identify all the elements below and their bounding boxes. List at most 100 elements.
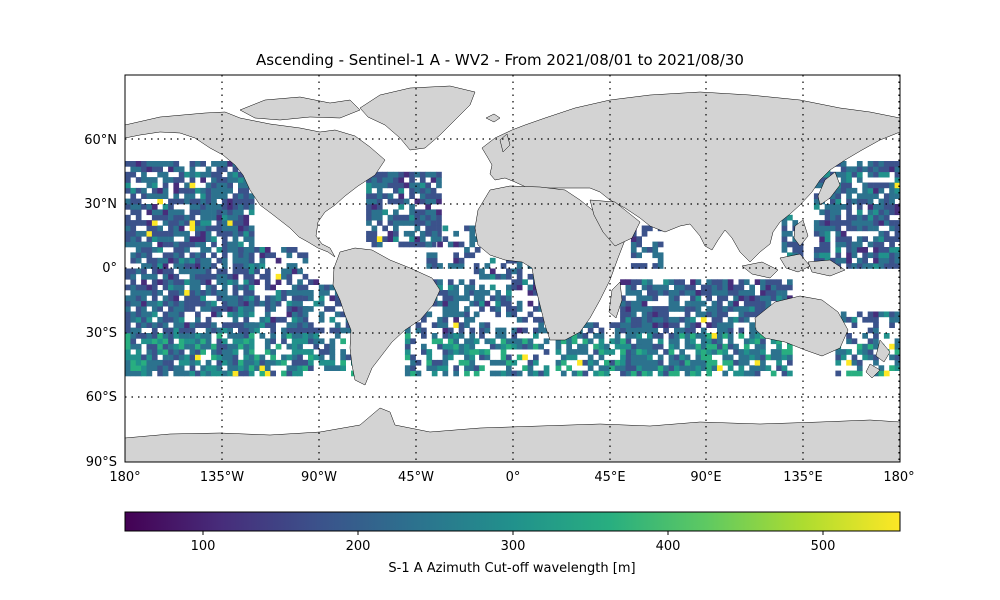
swath-cell [733, 349, 739, 355]
swath-cell [479, 295, 485, 302]
swath-cell [162, 295, 169, 302]
swath-cell [856, 166, 863, 173]
swath-cell [722, 306, 729, 312]
swath-cell [522, 316, 528, 323]
swath-cell [846, 187, 852, 194]
swath-cell [387, 171, 394, 178]
swath-cell [318, 284, 325, 291]
swath-cell [130, 171, 137, 178]
swath-cell [141, 204, 147, 210]
swath-cell [695, 333, 702, 339]
swath-cell [489, 284, 496, 291]
swath-cell [609, 338, 616, 345]
swath-cell [387, 236, 394, 242]
colorbar-label: S-1 A Azimuth Cut-off wavelength [m] [388, 561, 635, 576]
swath-cell [340, 354, 346, 361]
swath-cell [178, 333, 185, 339]
swath-cell [479, 268, 485, 275]
swath-cell [232, 177, 239, 183]
swath-cell [878, 247, 885, 253]
swath-cell [308, 365, 314, 371]
swath-cell [264, 343, 271, 350]
swath-cell [630, 354, 637, 361]
swath-cell [819, 236, 825, 242]
swath-cell [366, 214, 372, 221]
swath-cell [329, 349, 336, 355]
swath-cell [824, 214, 831, 221]
swath-cell [770, 279, 777, 285]
swath-cell [873, 343, 879, 350]
swath-cell [403, 220, 410, 226]
swath-cell [630, 290, 637, 296]
swath-cell [717, 333, 723, 339]
swath-cell [221, 252, 228, 259]
swath-cell [674, 284, 680, 291]
swath-cell [195, 295, 201, 302]
swath-cell [679, 279, 685, 285]
swath-cell [227, 177, 233, 183]
swath-cell [792, 241, 799, 248]
swath-cell [157, 268, 163, 275]
swath-cell [484, 349, 491, 355]
swath-cell [511, 327, 518, 334]
swath-cell [846, 338, 852, 345]
swath-cell [329, 284, 336, 291]
swath-cell [856, 241, 863, 248]
swath-cell [652, 343, 659, 350]
swath-cell [200, 273, 206, 280]
swath-cell [690, 327, 696, 334]
swath-cell [141, 268, 147, 275]
swath-cell [894, 354, 900, 361]
swath-cell [151, 300, 158, 307]
swath-cell [878, 187, 885, 194]
swath-cell [211, 284, 217, 291]
colorbar-tick-label: 400 [656, 539, 681, 554]
swath-cell [679, 333, 685, 339]
swath-cell [695, 365, 702, 371]
swath-cell [329, 359, 336, 366]
swath-cell [787, 241, 793, 248]
swath-cell [200, 171, 206, 178]
swath-cell [151, 257, 158, 264]
swath-cell [211, 182, 217, 189]
swath-cell [883, 161, 890, 167]
swath-cell [543, 370, 550, 377]
swath-cell [286, 333, 293, 339]
swath-cell [781, 354, 788, 361]
swath-cell [894, 225, 900, 232]
swath-cell [264, 252, 271, 259]
swath-cell [436, 171, 442, 178]
swath-cell [674, 327, 680, 334]
swath-cell [657, 359, 664, 366]
swath-cell [297, 338, 303, 345]
swath-cell [722, 333, 729, 339]
swath-cell [846, 198, 852, 205]
swath-cell [308, 295, 314, 302]
swath-cell [856, 220, 863, 226]
swath-cell [387, 193, 394, 199]
swath-cell [238, 263, 244, 269]
swath-cell [200, 241, 206, 248]
swath-cell [195, 263, 201, 269]
swath-cell [221, 349, 228, 355]
swath-cell [382, 193, 388, 199]
swath-cell [426, 230, 433, 237]
swath-cell [473, 295, 480, 302]
swath-cell [238, 295, 244, 302]
swath-cell [308, 306, 314, 312]
swath-cell [297, 327, 303, 334]
swath-cell [749, 333, 755, 339]
swath-cell [195, 161, 201, 167]
swath-cell [409, 182, 415, 189]
swath-cell [151, 187, 158, 194]
swath-cell [447, 327, 454, 334]
swath-cell [453, 365, 459, 371]
swath-cell [313, 333, 320, 339]
swath-cell [620, 322, 626, 328]
swath-cell [727, 316, 734, 323]
swath-cell [437, 365, 443, 371]
swath-cell [419, 187, 426, 194]
swath-cell [458, 333, 465, 339]
swath-cell [248, 322, 255, 328]
swath-cell [130, 230, 137, 237]
